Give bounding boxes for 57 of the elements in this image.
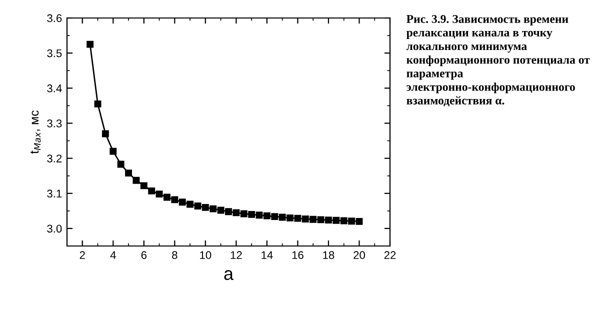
- point: [325, 216, 332, 224]
- x-tick-label: 10: [200, 251, 212, 260]
- point: [302, 216, 309, 222]
- point: [232, 209, 240, 216]
- x-tick-label: 6: [141, 251, 147, 260]
- point: [332, 216, 340, 224]
- point: [125, 170, 132, 177]
- y-tick-label: 3.6: [47, 14, 62, 22]
- point: [86, 40, 94, 48]
- point: [110, 148, 117, 155]
- x-tick-label: 20: [354, 251, 365, 260]
- x-axis-title: a: [224, 270, 234, 280]
- x-tick-label: 2: [80, 251, 85, 259]
- point: [156, 190, 163, 198]
- point: [102, 130, 109, 138]
- point: [164, 194, 170, 201]
- point: [286, 214, 294, 222]
- x-tick-label: 12: [230, 251, 242, 259]
- y-tick-label: 3.4: [47, 84, 62, 92]
- point: [271, 213, 278, 220]
- point: [340, 217, 348, 224]
- y-tick-label: 3.0: [47, 224, 62, 233]
- point: [210, 205, 217, 212]
- point: [348, 218, 356, 225]
- x-tick-label: 14: [262, 251, 273, 259]
- x-tick-label: 4: [110, 251, 116, 259]
- y-tick-label: 3.5: [47, 49, 62, 58]
- point: [194, 202, 202, 210]
- point: [178, 198, 186, 206]
- point: [217, 206, 224, 214]
- point: [148, 187, 156, 194]
- point: [94, 100, 102, 108]
- point: [278, 214, 286, 221]
- point: [356, 218, 363, 225]
- y-tick-label: 3.3: [47, 120, 62, 128]
- point: [294, 214, 302, 222]
- x-tick-label: 8: [172, 251, 178, 260]
- point: [240, 210, 248, 218]
- point: [317, 216, 324, 224]
- x-tick-label: 16: [292, 251, 304, 260]
- text: Рис. 3.9. Зависимость времени релаксации канала в точку локального минимума конформационного потенциала от параметра электронно-конформационного взаимодействия α.: [406, 15, 590, 106]
- point: [171, 196, 178, 204]
- point: [186, 200, 194, 208]
- y-tick-label: 3.2: [47, 154, 62, 162]
- point: [132, 176, 140, 184]
- point: [263, 212, 270, 220]
- y-tick-label: 3.1: [47, 190, 62, 198]
- point: [256, 212, 263, 219]
- point: [225, 208, 232, 216]
- point: [248, 210, 256, 218]
- y-axis-title: t$_{Max}$, мс: [30, 110, 41, 154]
- point: [310, 216, 317, 223]
- x-tick-label: 22: [384, 251, 396, 259]
- x-tick-label: 18: [323, 251, 334, 260]
- point: [117, 160, 124, 168]
- point: [140, 182, 148, 190]
- point: [202, 204, 209, 211]
